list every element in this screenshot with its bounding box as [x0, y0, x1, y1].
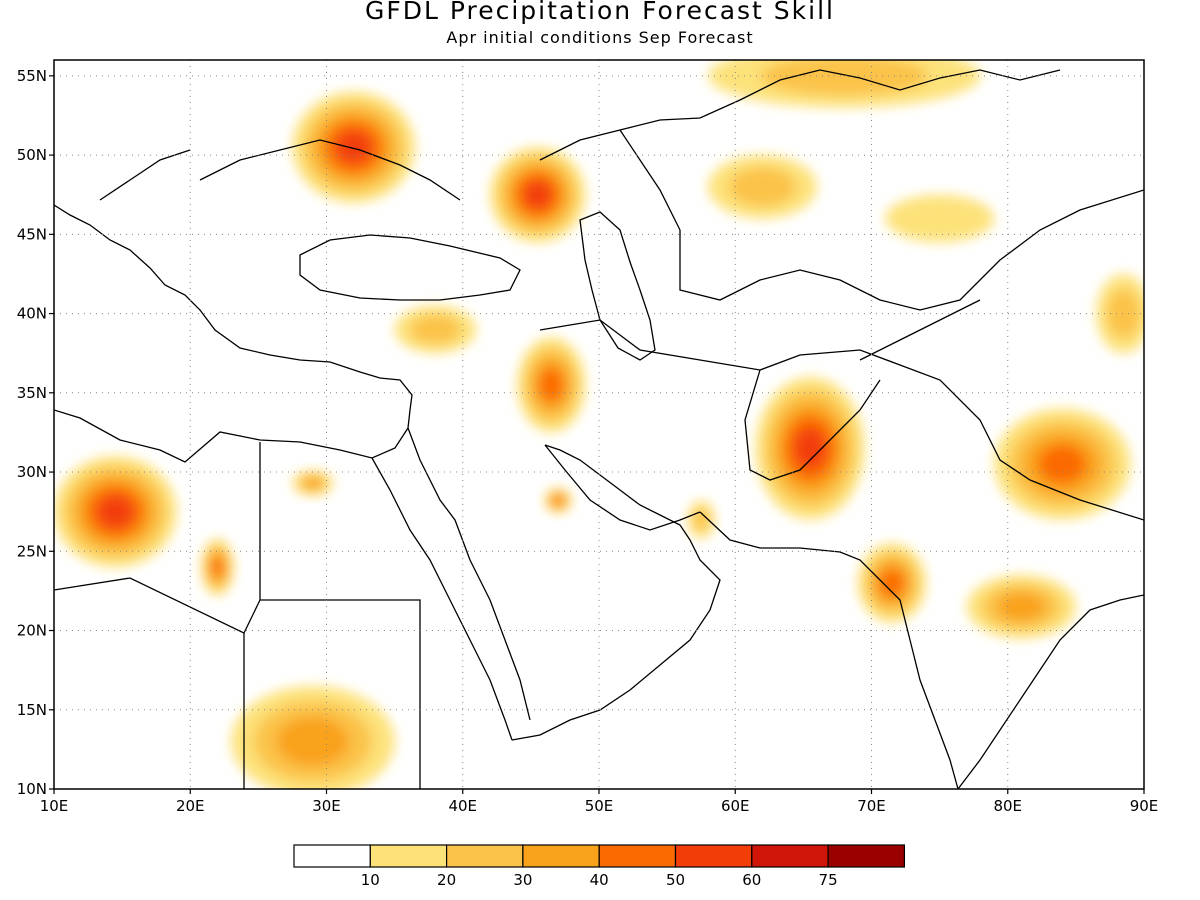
skill-region [544, 487, 572, 514]
colorbar-swatch [522, 844, 600, 868]
skill-contour [211, 557, 224, 578]
colorbar-label: 60 [742, 871, 761, 889]
skill-contour [276, 716, 350, 767]
gridlines [54, 60, 1144, 789]
skill-contour [97, 495, 133, 528]
plot-frame [53, 59, 1145, 790]
skill-region [1096, 273, 1144, 354]
colorbar-label: 30 [513, 871, 532, 889]
skill-region [517, 337, 586, 433]
colorbar-swatch [293, 844, 371, 868]
colorbar-label: 20 [437, 871, 456, 889]
skill-region [231, 686, 395, 789]
colorbar-swatch [446, 844, 524, 868]
skill-region [755, 376, 865, 520]
lat-tick-label: 55N [17, 67, 47, 85]
colorbar-swatch [369, 844, 448, 868]
coastlines-and-borders [54, 69, 1144, 789]
skill-contour [524, 181, 552, 209]
chart-subtitle: Apr initial conditions Sep Forecast [446, 28, 754, 47]
lon-tick-label: 30E [312, 797, 341, 815]
skill-contour [410, 314, 461, 345]
colorbar-swatch [674, 844, 753, 868]
colorbar-label: 40 [590, 871, 609, 889]
skill-region [54, 456, 177, 568]
colorbar-swatch [827, 844, 905, 868]
skill-contour [553, 496, 563, 505]
skill-region [490, 147, 586, 243]
skill-contour [1106, 289, 1141, 338]
skill-contour [885, 194, 995, 243]
lat-tick-label: 35N [17, 384, 47, 402]
skill-region [394, 305, 477, 354]
lat-tick-label: 10N [17, 780, 47, 798]
lon-tick-label: 10E [40, 797, 69, 815]
skill-contour [1038, 444, 1086, 484]
skill-region [885, 194, 995, 243]
skill-contour [336, 131, 372, 164]
lon-tick-label: 70E [857, 797, 886, 815]
skill-region [201, 538, 234, 596]
lon-tick-label: 60E [721, 797, 750, 815]
lat-tick-label: 50N [17, 146, 47, 164]
skill-contour [728, 167, 797, 207]
lon-tick-label: 90E [1130, 797, 1159, 815]
lon-tick-label: 40E [448, 797, 477, 815]
skill-contour [539, 368, 564, 402]
skill-contour [880, 569, 904, 597]
lat-tick-label: 40N [17, 305, 47, 323]
skill-region [708, 155, 817, 219]
lat-tick-label: 15N [17, 701, 47, 719]
skill-contour [794, 427, 826, 469]
colorbar: 10 20 30 40 50 60 75 [293, 844, 905, 889]
colorbar-label: 10 [361, 871, 380, 889]
skill-region [687, 500, 715, 539]
skill-contour [997, 592, 1046, 621]
skill-region [857, 543, 926, 623]
lon-tick-label: 50E [585, 797, 614, 815]
skill-region [292, 470, 334, 496]
lat-tick-label: 45N [17, 225, 47, 243]
skill-region [708, 60, 981, 108]
skill-region [292, 91, 416, 203]
colorbar-swatch [598, 844, 677, 868]
colorbar-label: 75 [819, 871, 838, 889]
colorbar-label: 50 [666, 871, 685, 889]
lat-tick-label: 25N [17, 542, 47, 560]
axes: 10E 20E 30E 40E 50E 60E 70E 80E 90E 10N 15N 20N 25N 3… [17, 67, 1159, 815]
chart-title: GFDL Precipitation Forecast Skill [364, 0, 835, 25]
lon-tick-label: 20E [176, 797, 205, 815]
skill-contour [303, 477, 322, 489]
lat-tick-label: 30N [17, 463, 47, 481]
skill-shading [54, 60, 1144, 789]
skill-region [966, 575, 1076, 639]
lon-tick-label: 80E [993, 797, 1022, 815]
colorbar-swatch [751, 844, 829, 868]
lat-tick-label: 20N [17, 622, 47, 640]
skill-region [994, 408, 1131, 520]
skill-contour [692, 507, 710, 532]
